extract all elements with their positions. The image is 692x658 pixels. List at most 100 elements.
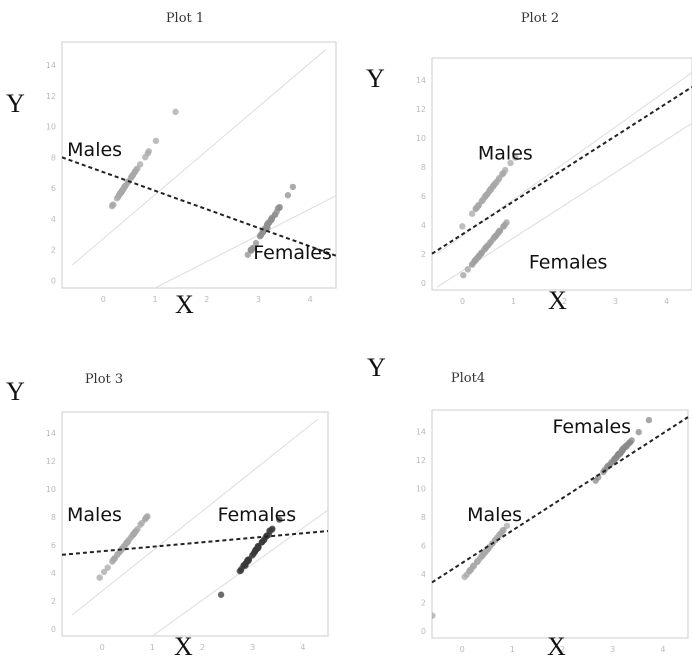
data-point bbox=[143, 513, 150, 521]
data-point bbox=[626, 439, 634, 446]
data-point bbox=[468, 210, 476, 217]
plot-title: Plot4 bbox=[451, 371, 485, 386]
data-point bbox=[138, 519, 145, 527]
x-tick-label: 0 bbox=[100, 643, 105, 652]
data-point bbox=[104, 564, 111, 571]
data-point bbox=[130, 171, 137, 178]
y-tick-label: 4 bbox=[51, 569, 56, 578]
data-point bbox=[144, 150, 151, 157]
data-point bbox=[474, 558, 482, 565]
y-tick-label: 0 bbox=[51, 625, 56, 634]
y-tick-label: 14 bbox=[416, 427, 426, 436]
data-point bbox=[499, 527, 506, 534]
y-tick-label: 8 bbox=[421, 163, 426, 172]
y-tick-label: 4 bbox=[51, 215, 56, 224]
x-tick-label: 3 bbox=[250, 643, 255, 652]
y-tick-label: 10 bbox=[416, 134, 426, 143]
y-tick-label: 12 bbox=[46, 92, 56, 101]
data-point bbox=[217, 591, 225, 598]
y-tick-label: 6 bbox=[421, 192, 426, 201]
data-point bbox=[635, 428, 642, 436]
data-point bbox=[478, 197, 486, 205]
group-trend-line bbox=[71, 418, 319, 616]
y-tick-label: 4 bbox=[421, 221, 426, 230]
data-point bbox=[500, 223, 507, 230]
group-label-females: Females bbox=[218, 504, 297, 526]
x-tick-label: 2 bbox=[560, 645, 565, 654]
y-tick-label: 0 bbox=[51, 276, 56, 285]
x-tick-label: 0 bbox=[460, 645, 465, 654]
data-point bbox=[131, 528, 139, 536]
data-point bbox=[491, 181, 498, 189]
data-point bbox=[250, 549, 258, 557]
plot-title: Plot 3 bbox=[85, 372, 123, 387]
group-trend-line bbox=[154, 195, 336, 288]
data-point bbox=[289, 183, 297, 191]
data-point bbox=[482, 548, 489, 555]
x-tick-label: 2 bbox=[200, 643, 205, 652]
data-point bbox=[252, 239, 260, 247]
x-tick-label: 4 bbox=[660, 645, 665, 654]
y-tick-label: 2 bbox=[421, 250, 426, 259]
plot-area bbox=[432, 416, 653, 619]
y-tick-label: 12 bbox=[46, 457, 56, 466]
y-tick-label: 14 bbox=[46, 429, 56, 438]
y-tick-label: 10 bbox=[416, 484, 426, 493]
data-point bbox=[623, 443, 630, 450]
x-tick-label: 1 bbox=[150, 643, 155, 652]
data-point bbox=[284, 192, 292, 199]
data-point bbox=[276, 516, 283, 523]
y-tick-label: 4 bbox=[421, 570, 426, 579]
plot-frame bbox=[431, 409, 689, 639]
x-tick-label: 0 bbox=[460, 297, 465, 306]
y-tick-label: 6 bbox=[421, 541, 426, 550]
y-tick-label: 2 bbox=[421, 598, 426, 607]
y-tick-label: 14 bbox=[46, 61, 56, 70]
plot-frame bbox=[61, 41, 337, 289]
data-point bbox=[466, 567, 473, 575]
y-axis-label: Y bbox=[366, 64, 385, 93]
data-point bbox=[645, 416, 653, 424]
data-point bbox=[461, 573, 468, 581]
y-tick-label: 6 bbox=[51, 541, 56, 550]
y-tick-label: 12 bbox=[416, 105, 426, 114]
y-tick-label: 0 bbox=[421, 627, 426, 636]
overall-fit-line bbox=[61, 530, 329, 556]
data-point bbox=[486, 188, 493, 195]
x-tick-label: 3 bbox=[610, 645, 615, 654]
data-point bbox=[118, 188, 125, 195]
data-point bbox=[486, 239, 494, 247]
plot-title: Plot 2 bbox=[521, 11, 559, 26]
y-axis-label: Y bbox=[6, 89, 25, 118]
x-axis-label: X bbox=[175, 290, 194, 319]
y-tick-label: 12 bbox=[416, 456, 426, 465]
x-axis-label: X bbox=[174, 632, 193, 658]
data-point bbox=[248, 246, 255, 253]
data-point bbox=[512, 154, 519, 161]
data-point bbox=[607, 460, 614, 468]
group-label-females: Females bbox=[552, 416, 631, 438]
x-tick-label: 0 bbox=[101, 295, 106, 304]
data-point bbox=[172, 108, 179, 116]
y-tick-label: 8 bbox=[51, 153, 56, 162]
data-point bbox=[268, 526, 276, 533]
group-label-males: Males bbox=[467, 504, 522, 526]
data-point bbox=[592, 477, 599, 484]
overall-fit-line bbox=[431, 416, 689, 584]
group-label-males: Males bbox=[67, 504, 122, 526]
plot-title: Plot 1 bbox=[166, 11, 204, 26]
plot-frame bbox=[61, 411, 329, 637]
data-point bbox=[492, 233, 499, 240]
data-point bbox=[245, 557, 252, 565]
data-point bbox=[152, 137, 160, 145]
y-tick-label: 6 bbox=[51, 184, 56, 193]
x-tick-label: 4 bbox=[308, 295, 313, 304]
x-tick-label: 3 bbox=[613, 297, 618, 306]
y-axis-label: Y bbox=[367, 353, 386, 382]
x-tick-label: 4 bbox=[300, 643, 305, 652]
plot-area bbox=[436, 72, 692, 288]
data-point bbox=[470, 259, 477, 266]
data-point bbox=[264, 220, 272, 228]
